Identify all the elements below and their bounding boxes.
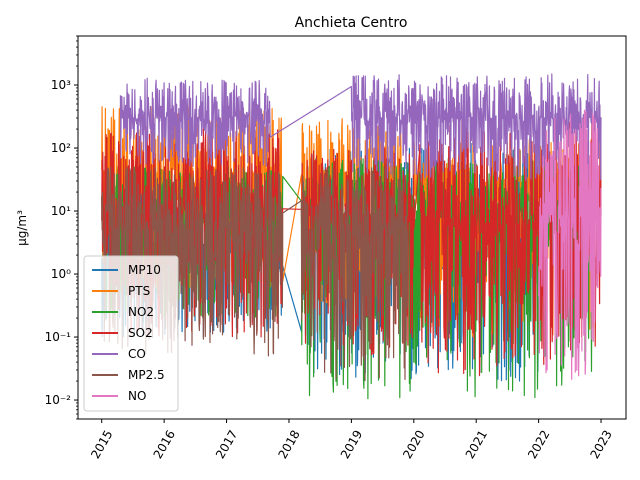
- series-layer: [101, 73, 602, 400]
- legend-label: NO: [128, 389, 146, 403]
- axes-frame: [77, 35, 627, 420]
- y-tick-label: 10¹: [51, 204, 71, 218]
- y-tick-label: 10⁻¹: [45, 330, 72, 344]
- y-axis: 10⁻² 10⁻¹ 10⁰ 10¹ 10² 10³: [45, 35, 78, 420]
- legend-label: SO2: [128, 326, 153, 340]
- series-co: [119, 73, 602, 181]
- plot-area: [77, 35, 627, 420]
- y-tick-label: 10⁰: [51, 267, 71, 281]
- legend-label: NO2: [128, 305, 154, 319]
- y-tick-label: 10³: [51, 78, 71, 92]
- legend-label: CO: [128, 347, 146, 361]
- legend: MP10 PTS NO2 SO2 CO MP2.5 NO: [83, 255, 179, 412]
- legend-label: MP2.5: [128, 368, 165, 382]
- legend-label: MP10: [128, 263, 161, 277]
- y-tick-label: 10²: [51, 141, 71, 155]
- y-tick-label: 10⁻²: [45, 393, 72, 407]
- y-axis-label: µg/m³: [15, 210, 29, 246]
- legend-label: PTS: [128, 284, 150, 298]
- series-no: [538, 109, 602, 380]
- series-line: [119, 73, 602, 181]
- chart-title: Anchieta Centro: [295, 15, 408, 31]
- legend-box: [83, 255, 179, 412]
- series-line: [538, 109, 602, 380]
